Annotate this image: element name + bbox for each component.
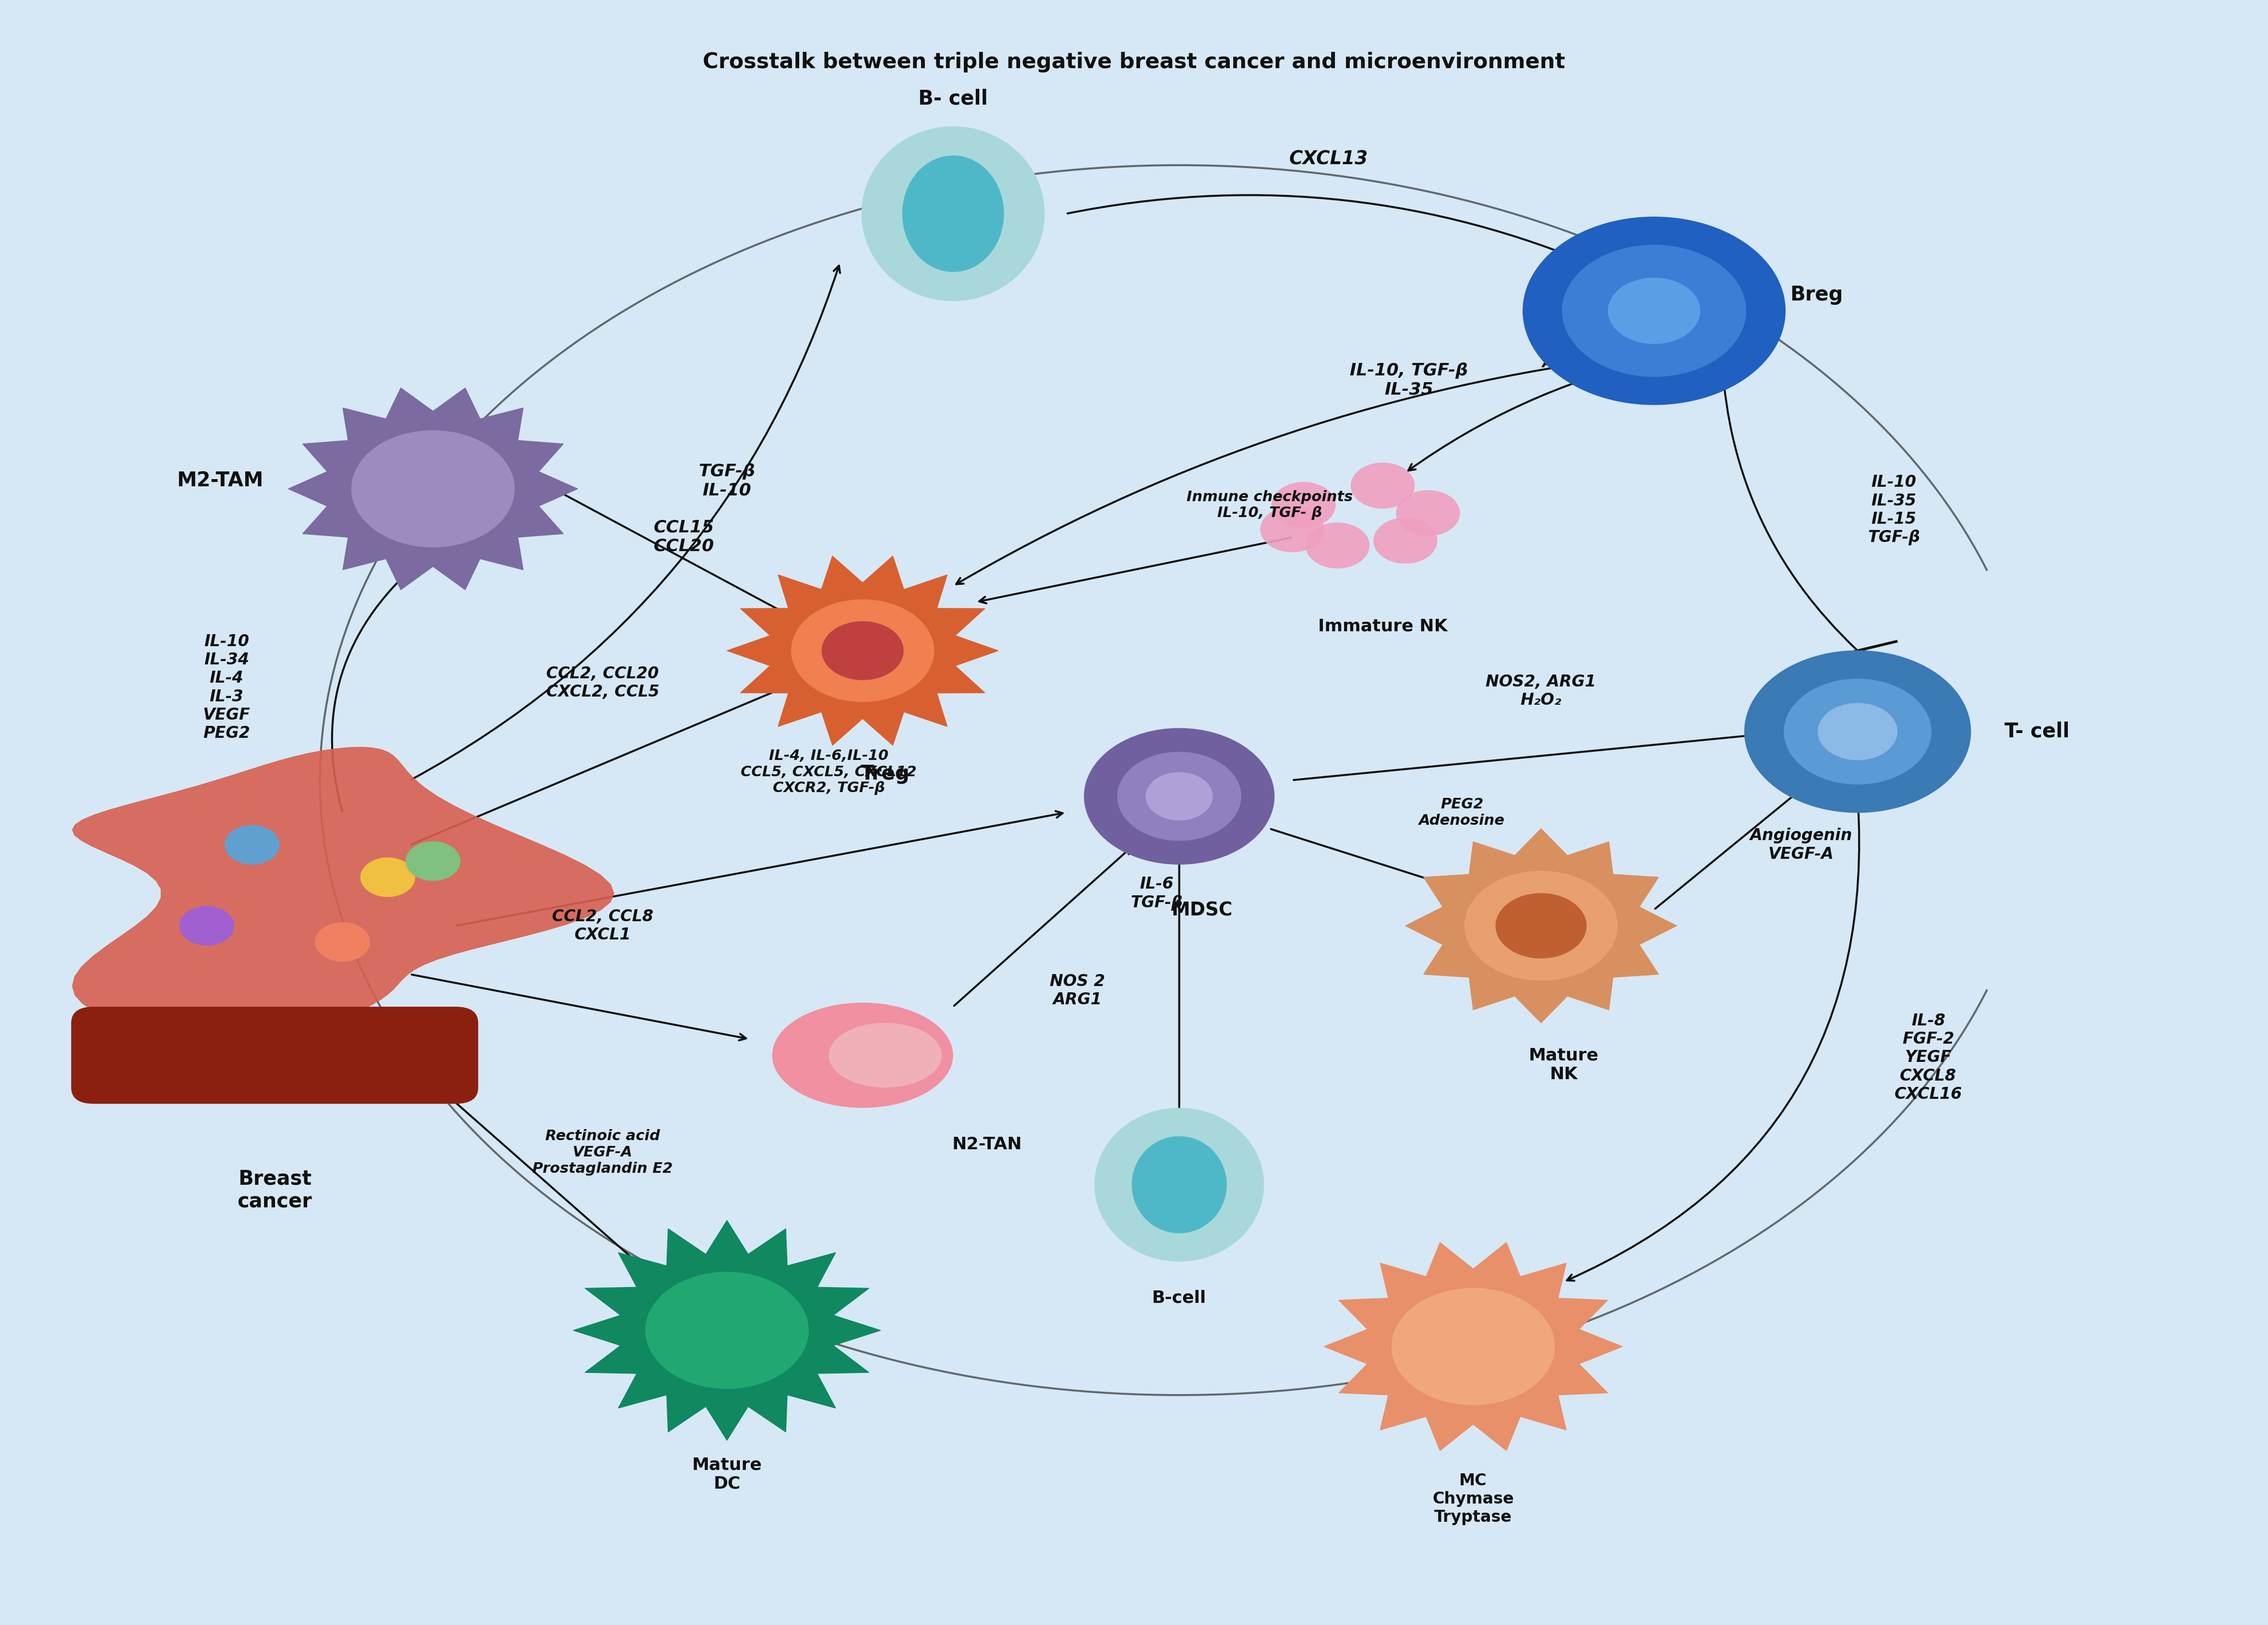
Circle shape [1785,679,1930,785]
Text: IL-8
FGF-2
YEGF
CXCL8
CXCL16: IL-8 FGF-2 YEGF CXCL8 CXCL16 [1894,1012,1962,1102]
Polygon shape [73,748,615,1040]
Circle shape [1374,518,1438,564]
Ellipse shape [1132,1136,1227,1233]
Circle shape [1465,871,1617,980]
Text: Rectinoic acid
VEGF-A
Prostaglandin E2: Rectinoic acid VEGF-A Prostaglandin E2 [533,1129,674,1175]
Text: Mature
NK: Mature NK [1529,1046,1599,1082]
Text: CCL15
CCL20: CCL15 CCL20 [653,518,714,554]
Circle shape [821,621,903,679]
Circle shape [315,923,370,962]
Text: B- cell: B- cell [919,88,989,109]
Ellipse shape [828,1022,941,1087]
Circle shape [1306,523,1370,569]
FancyBboxPatch shape [70,1007,479,1103]
Circle shape [1084,728,1275,865]
Text: N2-TAN: N2-TAN [953,1136,1023,1152]
Circle shape [1118,752,1241,840]
Ellipse shape [903,156,1005,271]
Text: Treg: Treg [860,764,909,785]
Text: IL-4, IL-6,IL-10
CCL5, CXCL5, CXCL12
CXCR2, TGF-β: IL-4, IL-6,IL-10 CCL5, CXCL5, CXCL12 CXC… [742,749,916,795]
Text: CCL2, CCL8
CXCL1: CCL2, CCL8 CXCL1 [551,908,653,942]
Text: Crosstalk between triple negative breast cancer and microenvironment: Crosstalk between triple negative breast… [703,52,1565,73]
Text: IL-10
IL-35
IL-15
TGF-β: IL-10 IL-35 IL-15 TGF-β [1867,474,1921,546]
Text: TGF-β
IL-10: TGF-β IL-10 [699,463,755,499]
Circle shape [1145,772,1213,821]
Polygon shape [288,388,578,590]
Text: Immature NK: Immature NK [1318,618,1447,635]
Circle shape [1272,483,1336,528]
Ellipse shape [1095,1108,1263,1261]
Circle shape [1744,650,1971,812]
Circle shape [179,907,234,946]
Text: B-cell: B-cell [1152,1290,1207,1306]
Text: MDSC: MDSC [1170,902,1232,920]
Circle shape [225,826,279,864]
Circle shape [792,600,934,702]
Text: Angiogenin, VEGF: Angiogenin, VEGF [1542,356,1690,371]
Text: NOS2, ARG1
H₂O₂: NOS2, ARG1 H₂O₂ [1486,674,1597,708]
Text: CXCL13: CXCL13 [1288,150,1368,169]
Circle shape [1497,894,1585,959]
Circle shape [1261,507,1325,552]
Circle shape [361,858,415,897]
Text: NOS 2
ARG1: NOS 2 ARG1 [1050,973,1105,1008]
Circle shape [1563,245,1746,377]
Polygon shape [1325,1243,1622,1451]
Polygon shape [574,1220,880,1440]
Circle shape [1819,704,1898,760]
Text: T- cell: T- cell [2005,722,2071,741]
Text: Inmune checkpoints
IL-10, TGF- β: Inmune checkpoints IL-10, TGF- β [1186,491,1352,520]
Circle shape [352,431,515,548]
Circle shape [1608,278,1701,343]
Circle shape [1352,463,1415,509]
Ellipse shape [771,1003,953,1108]
Text: PEG2
Adenosine: PEG2 Adenosine [1420,798,1506,827]
Ellipse shape [862,127,1046,301]
Text: IL-6
TGF-β: IL-6 TGF-β [1129,876,1184,910]
Circle shape [1393,1289,1554,1404]
Text: IL-10, TGF-β
IL-35: IL-10, TGF-β IL-35 [1349,362,1467,398]
Circle shape [1522,218,1785,405]
Text: Mature
DC: Mature DC [692,1456,762,1492]
Circle shape [406,842,460,881]
Circle shape [1397,491,1461,536]
Text: CCL2, CCL20
CXCL2, CCL5: CCL2, CCL20 CXCL2, CCL5 [547,666,660,700]
Text: MC
Chymase
Tryptase: MC Chymase Tryptase [1433,1472,1515,1526]
Text: M2-TAM: M2-TAM [177,471,263,491]
Text: Breast
cancer: Breast cancer [238,1168,313,1212]
Polygon shape [728,556,998,746]
Text: Breg: Breg [1789,284,1844,306]
Polygon shape [1406,829,1676,1022]
Text: Angiogenin
VEGF-A: Angiogenin VEGF-A [1751,827,1853,861]
Text: IL-10
IL-34
IL-4
IL-3
VEGF
PEG2: IL-10 IL-34 IL-4 IL-3 VEGF PEG2 [202,634,249,741]
Circle shape [646,1272,807,1389]
